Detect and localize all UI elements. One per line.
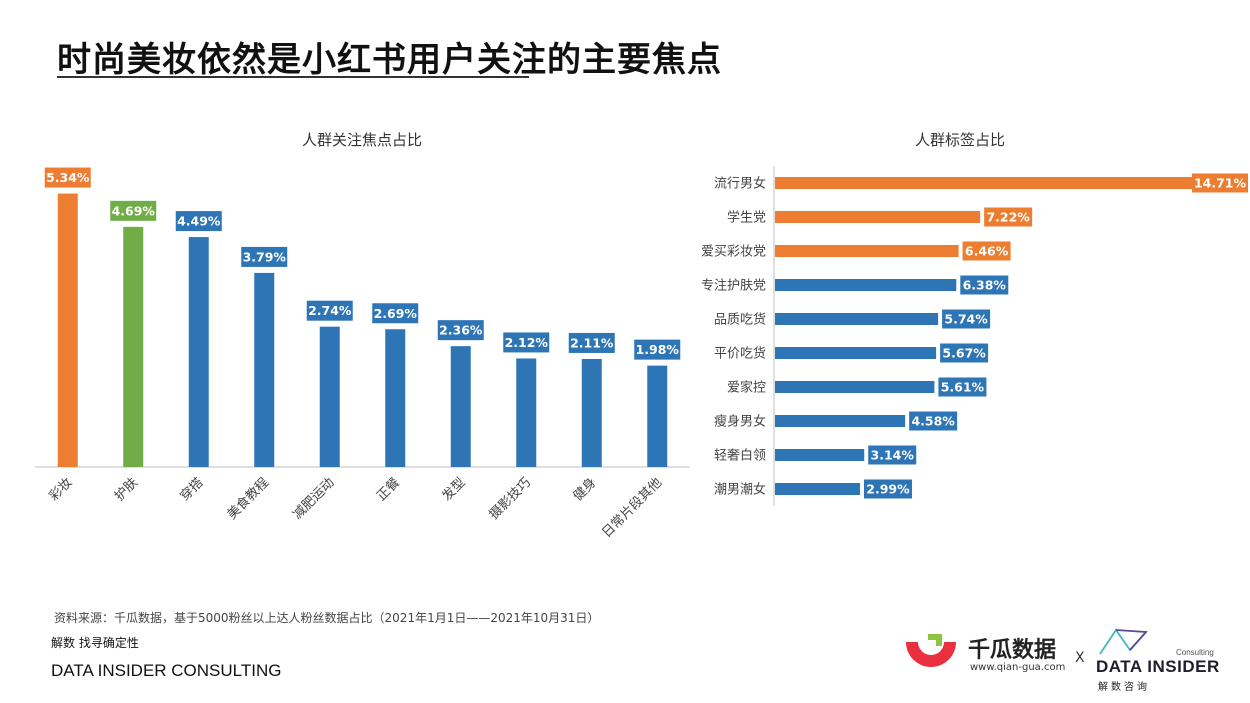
data-label: 2.36% bbox=[439, 323, 483, 338]
y-tick-label: 爱买彩妆党 bbox=[701, 245, 766, 260]
qiangua-mark-icon bbox=[906, 634, 956, 667]
data-label-box bbox=[437, 320, 484, 341]
data-label: 2.74% bbox=[308, 303, 352, 318]
title-underline bbox=[57, 76, 529, 78]
data-label-box bbox=[984, 207, 1033, 227]
bar bbox=[775, 211, 981, 223]
bar bbox=[123, 226, 144, 467]
bar bbox=[775, 313, 939, 325]
y-tick-label: 潮男潮女 bbox=[714, 482, 766, 498]
qiangua-logo: 千瓜数据 www.qian-gua.com bbox=[902, 630, 1092, 680]
data-label-box bbox=[863, 479, 912, 499]
data-label: 4.49% bbox=[177, 214, 221, 229]
data-insider-name: DATA INSIDER bbox=[1096, 657, 1220, 676]
data-label: 6.38% bbox=[963, 278, 1007, 293]
bar bbox=[775, 347, 937, 359]
x-tick-label: 日常片段其他 bbox=[599, 475, 665, 541]
qiangua-name: 千瓜数据 bbox=[968, 638, 1057, 663]
focus-share-bar-chart: 5.34% 彩妆 4.69% 护肤 4.49% 穿搭 3.79% 美食教程 2.74% 减肥运动 2… bbox=[35, 167, 690, 541]
data-label-box bbox=[942, 309, 991, 329]
data-insider-consulting: Consulting bbox=[1176, 648, 1214, 657]
data-label: 2.99% bbox=[866, 482, 910, 497]
bar bbox=[319, 326, 340, 467]
data-label-box bbox=[372, 303, 419, 324]
data-label: 1.98% bbox=[636, 342, 680, 357]
bar bbox=[775, 177, 1193, 189]
data-label: 5.74% bbox=[944, 312, 988, 327]
data-label-box bbox=[868, 445, 917, 465]
x-tick-label: 减肥运动 bbox=[290, 475, 337, 522]
data-label: 7.22% bbox=[986, 210, 1030, 225]
data-insider-logo: Consulting DATA INSIDER 解数咨询 bbox=[1094, 626, 1220, 693]
data-label-box bbox=[306, 300, 353, 321]
data-label-box bbox=[175, 211, 222, 232]
bar bbox=[254, 272, 275, 467]
data-label: 5.61% bbox=[941, 380, 985, 395]
bar bbox=[775, 449, 865, 461]
bar bbox=[775, 381, 935, 393]
data-label-box bbox=[962, 241, 1011, 261]
crowd-tag-bar-chart: 14.71% 流行男女 7.22% 学生党 6.46% 爱买彩妆党 6.38% 专注护肤党 5.… bbox=[701, 166, 1248, 506]
x-tick-label: 健身 bbox=[570, 475, 600, 505]
data-label: 4.69% bbox=[112, 203, 156, 218]
data-label: 4.58% bbox=[911, 414, 955, 429]
y-tick-label: 平价吃货 bbox=[714, 346, 766, 362]
data-label: 2.69% bbox=[374, 306, 418, 321]
x-tick-label: 美食教程 bbox=[224, 475, 272, 523]
y-tick-label: 爱家控 bbox=[727, 380, 766, 396]
bar bbox=[581, 358, 602, 467]
data-label-box bbox=[634, 339, 681, 360]
y-tick-label: 瘦身男女 bbox=[714, 414, 766, 430]
bar bbox=[647, 365, 668, 467]
data-label: 5.67% bbox=[942, 346, 986, 361]
y-tick-label: 流行男女 bbox=[714, 176, 766, 192]
data-label-box bbox=[960, 275, 1009, 295]
bar bbox=[775, 415, 906, 427]
data-label-box bbox=[938, 377, 987, 397]
bar bbox=[188, 237, 209, 467]
data-label: 3.14% bbox=[871, 448, 915, 463]
y-tick-label: 品质吃货 bbox=[714, 312, 766, 328]
x-tick-label: 正餐 bbox=[373, 475, 403, 505]
data-label-box bbox=[241, 246, 288, 267]
data-label-box bbox=[1192, 173, 1248, 193]
left-chart-title: 人群关注焦点占比 bbox=[301, 131, 423, 149]
data-insider-mark-icon bbox=[1099, 628, 1148, 655]
data-label-box bbox=[44, 167, 91, 188]
bar bbox=[450, 346, 471, 467]
bar bbox=[775, 279, 957, 291]
data-insider-sub: 解数咨询 bbox=[1098, 682, 1150, 693]
data-label-box bbox=[110, 200, 157, 221]
data-label: 6.46% bbox=[965, 244, 1009, 259]
data-label-box bbox=[940, 343, 989, 363]
x-tick-label: 穿搭 bbox=[177, 475, 207, 505]
data-label-box bbox=[568, 332, 615, 353]
source-note: 资料来源：千瓜数据，基于5000粉丝以上达人粉丝数据占比（2021年1月1日——… bbox=[54, 611, 600, 625]
page-title: 时尚美妆依然是小红书用户关注的主要焦点 bbox=[57, 40, 722, 80]
x-tick-label: 发型 bbox=[439, 475, 469, 505]
company-name: DATA INSIDER CONSULTING bbox=[51, 661, 282, 680]
y-tick-label: 轻奢白领 bbox=[714, 448, 766, 464]
bar bbox=[385, 329, 406, 467]
data-label: 3.79% bbox=[243, 249, 287, 264]
y-tick-label: 专注护肤党 bbox=[701, 279, 766, 294]
data-label: 5.34% bbox=[46, 170, 90, 185]
data-label: 2.11% bbox=[570, 335, 614, 350]
bar bbox=[775, 483, 860, 495]
x-tick-label: 护肤 bbox=[112, 475, 141, 504]
bar bbox=[775, 245, 959, 257]
data-label: 2.12% bbox=[505, 335, 549, 350]
data-label: 14.71% bbox=[1194, 176, 1247, 191]
data-label-box bbox=[909, 411, 958, 431]
logo-separator: X bbox=[1075, 650, 1085, 666]
qiangua-url: www.qian-gua.com bbox=[970, 662, 1066, 673]
y-tick-label: 学生党 bbox=[727, 210, 766, 226]
bar bbox=[516, 358, 537, 467]
right-chart-title: 人群标签占比 bbox=[914, 131, 1006, 149]
x-tick-label: 摄影技巧 bbox=[487, 475, 534, 522]
data-label-box bbox=[503, 332, 550, 353]
x-tick-label: 彩妆 bbox=[47, 475, 76, 504]
slogan: 解数 找寻确定性 bbox=[51, 636, 139, 650]
bar bbox=[57, 193, 78, 467]
